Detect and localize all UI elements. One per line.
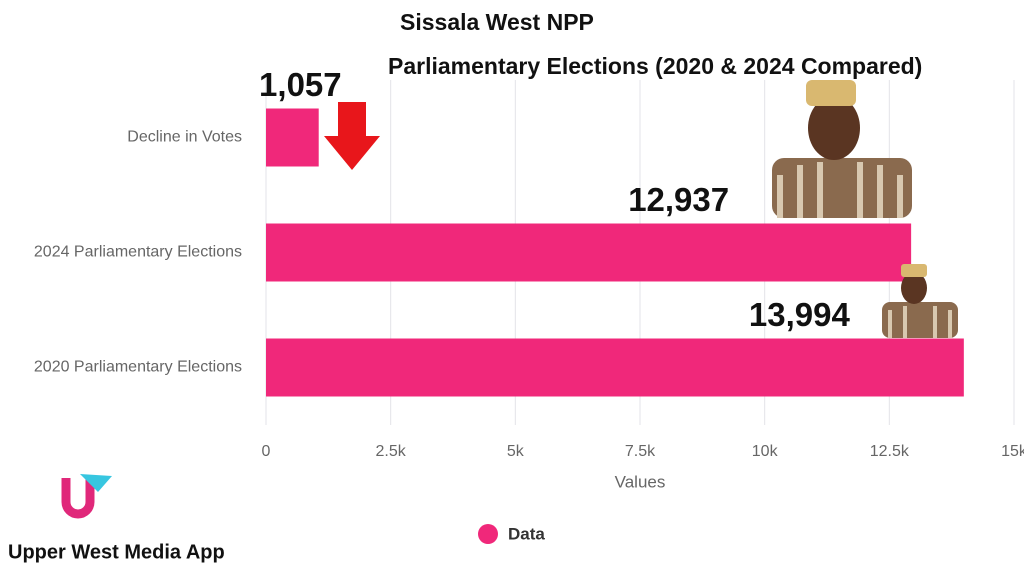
x-tick-label: 5k — [507, 443, 525, 460]
bar — [266, 338, 964, 397]
x-tick-label: 7.5k — [625, 443, 656, 460]
brand-logo — [61, 474, 112, 519]
chart-subtitle: Parliamentary Elections (2020 & 2024 Com… — [388, 53, 922, 79]
y-tick-label: 2024 Parliamentary Elections — [34, 244, 242, 261]
decline-arrow — [324, 102, 380, 170]
x-tick-label: 0 — [262, 443, 271, 460]
portrait-2020 — [882, 264, 958, 338]
x-tick-label: 15k — [1001, 443, 1024, 460]
brand-name: Upper West Media App — [8, 541, 225, 563]
legend-marker — [478, 524, 498, 544]
x-tick-label: 10k — [752, 443, 779, 460]
bar — [266, 223, 912, 282]
legend-label: Data — [508, 524, 545, 543]
chart-title: Sissala West NPP — [400, 9, 594, 35]
bar — [266, 108, 319, 167]
x-axis-label: Values — [615, 472, 666, 491]
value-label: 1,057 — [259, 66, 342, 103]
portrait-2024 — [772, 80, 912, 218]
value-label: 12,937 — [628, 181, 729, 218]
x-tick-label: 2.5k — [376, 443, 407, 460]
x-tick-label: 12.5k — [870, 443, 910, 460]
y-tick-label: Decline in Votes — [127, 129, 242, 146]
y-tick-label: 2020 Parliamentary Elections — [34, 359, 242, 376]
value-label: 13,994 — [749, 296, 851, 333]
